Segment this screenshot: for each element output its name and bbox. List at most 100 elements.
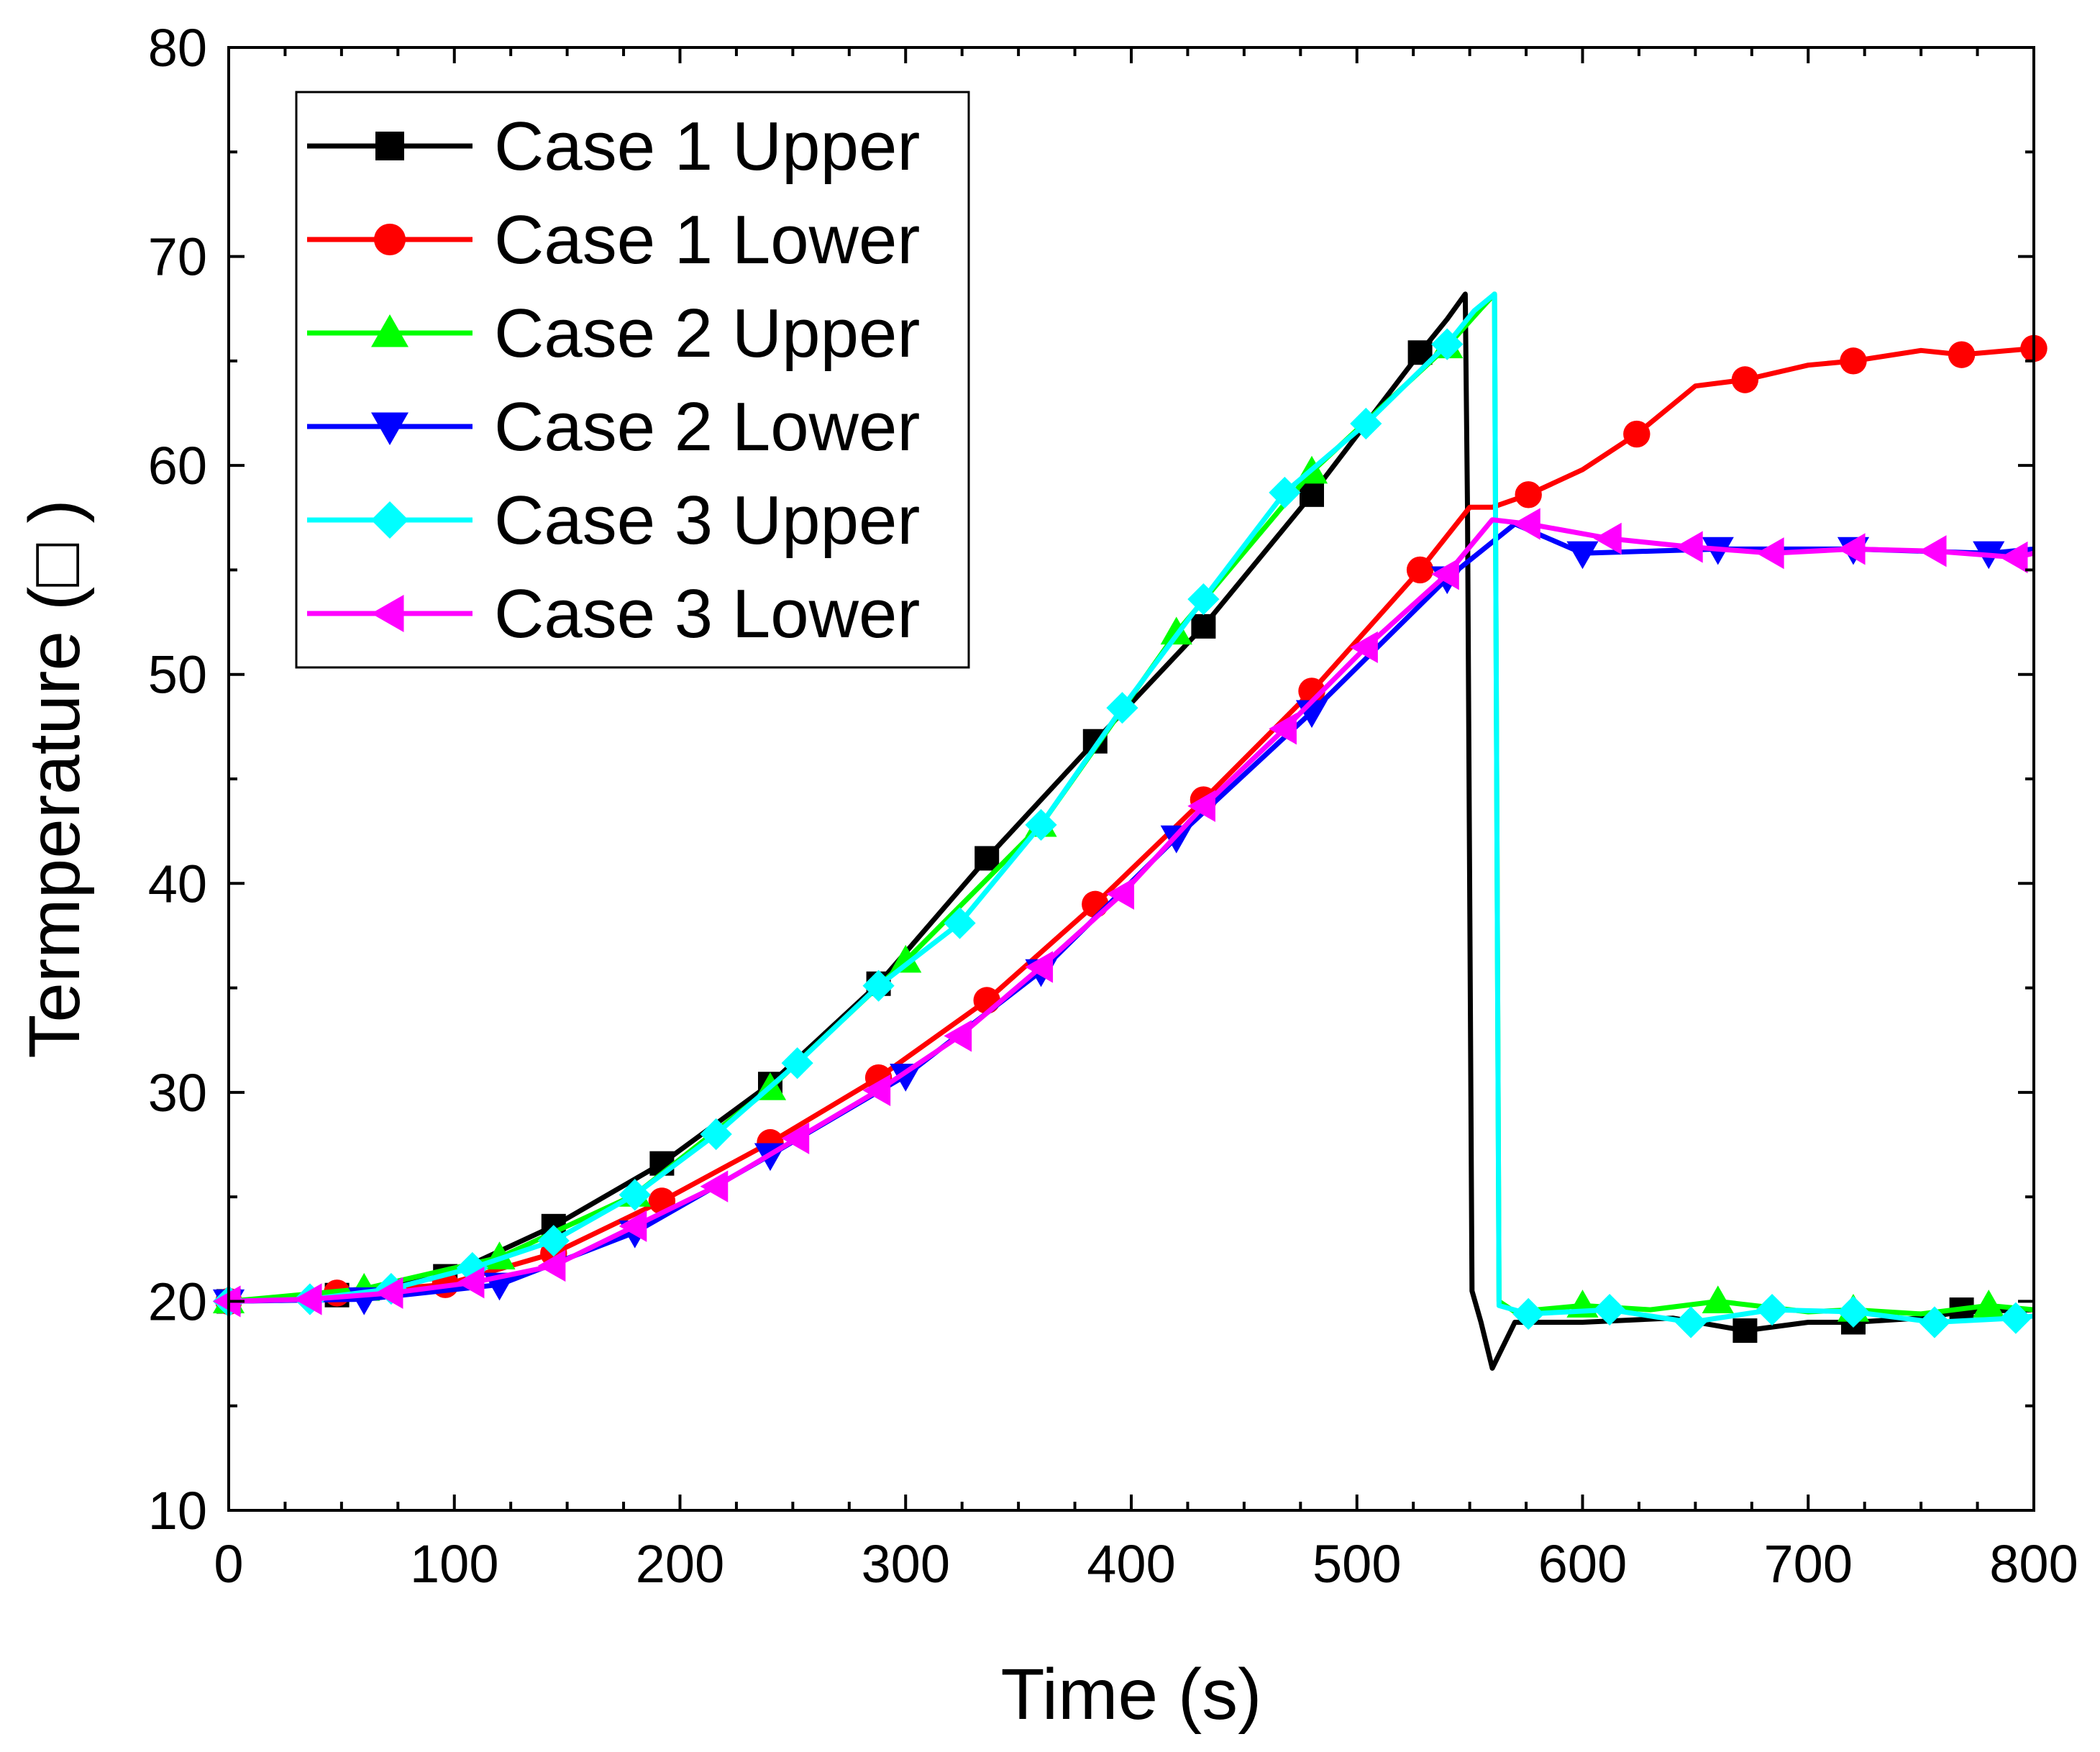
data-point	[862, 969, 895, 1002]
data-point	[1025, 808, 1057, 841]
x-tick-label: 200	[636, 1534, 724, 1594]
legend-marker	[375, 132, 404, 160]
legend-label: Case 2 Lower	[494, 388, 920, 465]
data-point	[862, 1074, 891, 1107]
series-case-3-upper	[212, 291, 2035, 1338]
data-point	[890, 944, 922, 973]
legend-item: Case 2 Lower	[307, 388, 920, 465]
data-point	[944, 1020, 972, 1052]
data-point	[1191, 613, 1216, 639]
data-point	[1918, 535, 1947, 567]
legend-marker	[371, 314, 408, 347]
data-point	[1973, 1290, 2005, 1318]
data-point	[1675, 531, 1703, 563]
legend-marker	[371, 595, 404, 632]
data-point	[1756, 1293, 1789, 1326]
data-point	[1948, 341, 1976, 368]
legend-marker	[371, 501, 408, 539]
data-point	[1106, 692, 1138, 724]
legend-label: Case 3 Upper	[494, 482, 920, 559]
y-tick-label: 50	[148, 645, 207, 705]
data-point	[1732, 1318, 1758, 1343]
data-point	[1623, 420, 1651, 448]
data-point	[1187, 583, 1220, 616]
x-tick-label: 300	[862, 1534, 950, 1594]
data-point	[618, 1179, 651, 1211]
data-point	[1702, 1285, 1734, 1314]
data-point	[700, 1118, 732, 1151]
series-case-3-lower	[212, 508, 2035, 1318]
data-point	[537, 1249, 566, 1282]
y-tick-label: 20	[148, 1272, 207, 1331]
data-point	[212, 1285, 241, 1318]
y-tick-label: 80	[148, 18, 207, 78]
data-point	[1187, 790, 1215, 822]
data-point	[1566, 541, 1599, 570]
data-point	[1999, 541, 2028, 574]
x-axis-label: Time (s)	[1001, 1654, 1262, 1735]
data-point	[293, 1283, 322, 1315]
legend-label: Case 1 Lower	[494, 201, 920, 278]
data-point	[1512, 1297, 1545, 1330]
legend-item: Case 3 Upper	[307, 482, 920, 559]
data-point	[1999, 1302, 2032, 1334]
data-point	[537, 1225, 570, 1257]
data-point	[781, 1047, 813, 1080]
data-point	[456, 1267, 485, 1299]
data-point	[1840, 347, 1867, 375]
legend-marker	[374, 224, 406, 255]
data-point	[1837, 1295, 1870, 1328]
legend-marker	[371, 412, 408, 445]
legend-item: Case 2 Upper	[307, 295, 920, 372]
series-line	[228, 345, 2035, 1304]
data-point	[1350, 631, 1378, 664]
data-point	[1160, 616, 1192, 645]
legend-box	[295, 91, 970, 669]
legend-item: Case 1 Upper	[307, 108, 920, 185]
data-point	[1431, 558, 1459, 590]
data-point	[890, 1064, 922, 1092]
legend-item: Case 3 Lower	[307, 575, 920, 652]
x-tick-label: 800	[1989, 1534, 2078, 1594]
data-point	[1594, 522, 1622, 555]
data-point	[974, 846, 1000, 871]
y-tick-label: 30	[148, 1063, 207, 1123]
data-point	[618, 1210, 647, 1242]
data-point	[1431, 328, 1464, 360]
series-line	[228, 291, 2035, 1371]
x-tick-label: 500	[1312, 1534, 1401, 1594]
legend-label: Case 2 Upper	[494, 295, 920, 372]
y-tick-label: 10	[148, 1481, 207, 1541]
data-point	[700, 1170, 729, 1203]
data-point	[1269, 476, 1301, 509]
data-point	[1269, 713, 1297, 745]
data-point	[1756, 537, 1784, 570]
data-point	[1918, 1306, 1951, 1338]
x-tick-label: 100	[410, 1534, 498, 1594]
y-tick-label: 70	[148, 227, 207, 287]
data-point	[1675, 1306, 1707, 1338]
data-point	[1350, 407, 1382, 440]
x-tick-label: 0	[214, 1534, 243, 1594]
legend-item: Case 1 Lower	[307, 201, 920, 278]
data-point	[1731, 366, 1759, 393]
legend: Case 1 Upper Case 1 Lower Case 2 Upper Case…	[295, 91, 970, 669]
data-point	[1160, 825, 1192, 854]
data-point	[375, 1277, 403, 1309]
data-point	[1594, 1293, 1626, 1326]
data-point	[1837, 533, 1866, 565]
y-tick-label: 40	[148, 854, 207, 913]
x-tick-label: 700	[1764, 1534, 1853, 1594]
data-point	[944, 907, 976, 939]
data-point	[781, 1122, 810, 1154]
data-point	[1106, 877, 1135, 910]
x-tick-label: 400	[1087, 1534, 1175, 1594]
data-point	[1025, 951, 1054, 983]
data-point	[1082, 890, 1109, 918]
data-point	[1512, 508, 1540, 540]
y-axis-label: Termperature (□ )	[14, 499, 95, 1058]
data-point	[1406, 556, 1434, 584]
legend-label: Case 3 Lower	[494, 575, 920, 652]
data-point	[1515, 481, 1542, 508]
